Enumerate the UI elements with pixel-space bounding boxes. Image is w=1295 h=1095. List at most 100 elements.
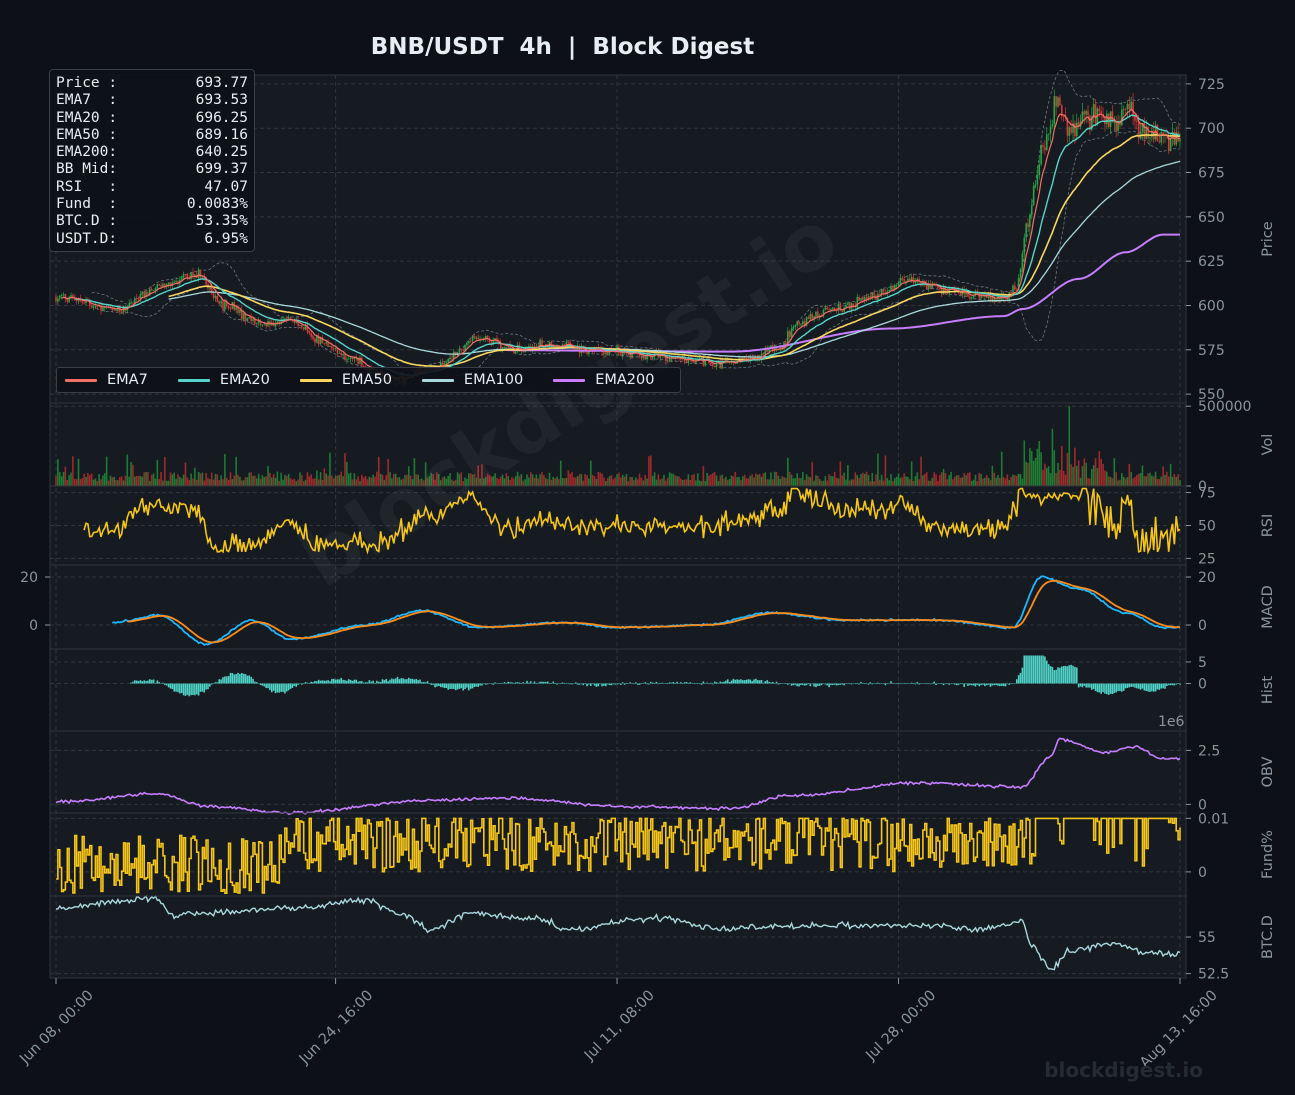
- candle-body: [1136, 120, 1138, 122]
- candle-body: [665, 355, 667, 361]
- candle-body: [884, 291, 887, 294]
- histogram-bar: [1160, 683, 1163, 689]
- volume-bar: [539, 474, 541, 486]
- histogram-bar: [832, 683, 834, 686]
- candle-body: [912, 277, 915, 283]
- candle-body: [933, 283, 935, 285]
- candle-body: [710, 362, 712, 365]
- candle-body: [882, 288, 885, 292]
- candle-body: [141, 291, 144, 294]
- histogram-bar: [1109, 683, 1112, 694]
- candle-body: [1029, 215, 1031, 227]
- volume-bar: [543, 475, 545, 486]
- y-tick-label: 50: [1198, 519, 1216, 535]
- ema20-line: [74, 114, 1181, 377]
- candle-body: [139, 293, 142, 299]
- histogram-bar: [578, 683, 581, 685]
- histogram-bar: [396, 676, 399, 684]
- histogram-bar: [760, 679, 763, 684]
- volume-bar: [1102, 463, 1104, 486]
- candle-body: [475, 337, 478, 339]
- candle-body: [453, 351, 455, 359]
- histogram-bar: [685, 681, 688, 684]
- candle-body: [860, 298, 862, 301]
- histogram-bar: [477, 683, 480, 687]
- volume-bar: [818, 479, 821, 486]
- histogram-bar: [458, 683, 461, 689]
- volume-bar: [244, 477, 247, 486]
- volume-bar: [929, 480, 932, 486]
- histogram-bar: [526, 680, 528, 684]
- candle-body: [903, 278, 905, 282]
- volume-bar: [468, 473, 470, 486]
- volume-bar: [655, 479, 658, 486]
- candle-body: [1162, 132, 1164, 136]
- volume-bar: [150, 474, 153, 486]
- histogram-bar: [1100, 683, 1102, 694]
- candle-body: [650, 354, 652, 359]
- y-axis-label: Vol: [1260, 434, 1276, 456]
- volume-bar: [199, 473, 202, 486]
- histogram-bar: [214, 682, 217, 684]
- candle-body: [499, 343, 502, 349]
- histogram-bar: [220, 679, 222, 684]
- histogram-bar: [666, 683, 669, 684]
- candle-body: [212, 293, 215, 298]
- candle-body: [839, 303, 842, 311]
- candle-body: [344, 353, 346, 360]
- y-axis-label: OBV: [1260, 757, 1276, 788]
- volume-bar: [194, 467, 196, 486]
- histogram-bar: [1136, 683, 1138, 689]
- volume-bar: [336, 475, 339, 486]
- candle-body: [55, 296, 57, 302]
- candle-body: [216, 296, 219, 302]
- histogram-bar: [1060, 666, 1063, 684]
- candle-body: [167, 282, 170, 285]
- histogram-bar: [201, 683, 204, 692]
- histogram-bar: [696, 683, 699, 684]
- histogram-bar: [484, 683, 487, 685]
- volume-bar: [349, 472, 352, 486]
- candle-body: [1040, 145, 1042, 165]
- candle-body: [1042, 145, 1044, 148]
- candle-body: [651, 356, 654, 359]
- candle-body: [1137, 121, 1140, 139]
- volume-bar: [554, 478, 556, 486]
- volume-bar: [582, 480, 585, 486]
- volume-bar: [665, 480, 667, 486]
- y-tick-label: 55: [1198, 930, 1216, 946]
- candle-body: [687, 357, 690, 363]
- volume-bar: [1160, 476, 1163, 486]
- candle-body: [58, 295, 61, 299]
- candle-body: [439, 362, 442, 366]
- histogram-bar: [498, 683, 500, 684]
- histogram-bar: [1126, 683, 1129, 688]
- volume-bar: [426, 477, 429, 486]
- volume-bar: [1085, 462, 1087, 486]
- volume-bar: [501, 474, 504, 486]
- histogram-bar: [606, 683, 609, 685]
- info-label: BB Mid:: [56, 161, 118, 178]
- volume-bar: [1145, 476, 1148, 486]
- candle-body: [443, 363, 446, 366]
- histogram-bar: [468, 683, 470, 691]
- legend: EMA7 EMA20 EMA50 EMA100 EMA200: [56, 367, 681, 393]
- volume-bar: [308, 476, 311, 486]
- candle-body: [276, 321, 279, 324]
- candle-body: [128, 303, 130, 307]
- volume-bar: [94, 478, 97, 486]
- volume-bar: [479, 478, 481, 486]
- histogram-bar: [299, 683, 301, 685]
- volume-bar: [233, 475, 236, 486]
- candle-body: [1051, 124, 1054, 127]
- histogram-bar: [939, 683, 941, 684]
- candle-body: [991, 297, 994, 300]
- candle-body: [773, 347, 776, 351]
- y-tick-label: 725: [1198, 77, 1225, 93]
- info-value: 53.35%: [195, 213, 248, 230]
- candle-body: [1158, 141, 1161, 143]
- histogram-bar: [297, 683, 299, 685]
- histogram-bar: [775, 681, 778, 684]
- histogram-bar: [576, 683, 579, 685]
- candle-body: [631, 351, 633, 358]
